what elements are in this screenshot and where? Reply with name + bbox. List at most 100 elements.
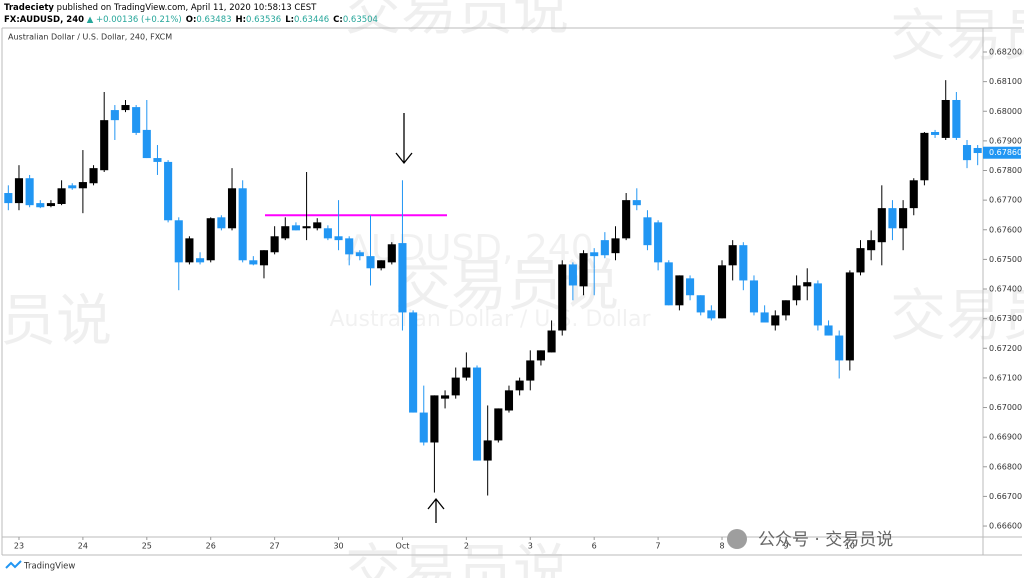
candle	[377, 260, 386, 271]
candle	[590, 248, 599, 296]
candle-body	[920, 132, 929, 181]
candle-body	[281, 226, 290, 239]
candle	[845, 270, 854, 371]
candle-body	[430, 395, 439, 443]
x-tick-label: 25	[142, 542, 152, 551]
candle-body	[153, 158, 162, 162]
y-tick-label: 0.67100	[989, 373, 1022, 382]
candle-body	[558, 264, 567, 331]
candle-body	[270, 236, 279, 253]
candle-body	[888, 208, 897, 229]
y-tick-label: 0.67500	[989, 255, 1022, 264]
x-tick-label: Oct	[396, 542, 410, 551]
candle	[227, 168, 237, 231]
candle-body	[760, 312, 769, 323]
symbol: FX:AUDUSD, 240	[4, 15, 84, 25]
change: ▲ +0.00136 (+0.21%)	[87, 15, 182, 25]
candle-body	[590, 252, 599, 257]
y-tick-label: 0.67200	[989, 344, 1022, 353]
y-tick-label: 0.67400	[989, 285, 1022, 294]
candle-body	[14, 178, 24, 204]
candle	[110, 105, 119, 140]
candle-body	[68, 185, 77, 189]
candle	[654, 220, 663, 271]
arrow-down	[395, 113, 413, 165]
last-price-label: 0.67860	[989, 148, 1022, 157]
candle-body	[57, 188, 66, 204]
brand: TradingView	[5, 560, 75, 572]
candle-body	[409, 312, 418, 413]
brand-name: TradingView	[23, 562, 75, 572]
candle-body	[132, 107, 141, 133]
candle-body	[249, 260, 258, 265]
y-tick-label: 0.66700	[989, 492, 1022, 501]
candle-body	[707, 310, 716, 319]
candle-body	[174, 220, 183, 263]
account: 公众号 · 交易员说	[758, 530, 893, 550]
x-tick-label: 23	[14, 542, 24, 551]
candle	[302, 171, 311, 241]
quote-value: 0.63483	[196, 15, 231, 25]
x-tick-label: 2	[464, 542, 469, 551]
candle-body	[654, 222, 663, 263]
candle-body	[472, 367, 482, 461]
candle	[419, 385, 428, 446]
published: published on TradingView.com, April 11, …	[57, 3, 317, 13]
candle	[600, 232, 609, 259]
y-tick-label: 0.67800	[989, 166, 1022, 175]
candle	[206, 217, 215, 263]
candle-body	[4, 193, 13, 204]
candle-body	[121, 105, 130, 111]
y-tick-label: 0.68000	[989, 107, 1022, 116]
candle-body	[515, 380, 524, 391]
candle-body	[313, 222, 322, 229]
x-tick-label: 6	[592, 542, 597, 551]
watermark: 交易员说	[345, 0, 569, 43]
candle	[483, 405, 492, 496]
candle-body	[835, 335, 844, 361]
candle-body	[696, 295, 705, 313]
candle	[568, 262, 577, 301]
candle	[526, 350, 535, 391]
quote-value: 0.63446	[294, 15, 329, 25]
candle-body	[845, 272, 854, 361]
candle	[579, 250, 588, 296]
candle	[707, 305, 716, 321]
candle-body	[259, 250, 269, 266]
watermark: 交易员说	[0, 289, 112, 354]
candle-body	[792, 285, 801, 301]
candle-body	[100, 120, 109, 171]
y-tick-label: 0.66600	[989, 522, 1022, 531]
publisher: Tradeciety	[4, 3, 54, 13]
y-tick-label: 0.68100	[989, 77, 1022, 86]
candle	[270, 226, 279, 255]
candle	[89, 165, 98, 186]
candle-body	[771, 315, 780, 326]
candle-body	[164, 161, 173, 221]
candle	[749, 275, 759, 316]
candle	[611, 226, 620, 261]
candle-body	[483, 440, 492, 461]
y-tick-label: 0.67600	[989, 225, 1022, 234]
candle-body	[494, 408, 503, 441]
candle	[291, 222, 300, 231]
candle	[622, 193, 631, 241]
candle	[813, 280, 822, 331]
candle	[792, 275, 801, 306]
candle	[494, 408, 503, 443]
candle-body	[909, 180, 918, 209]
candle-body	[856, 248, 865, 273]
candle	[238, 180, 247, 263]
candle-body	[185, 238, 194, 263]
quote-value: 0.63536	[246, 15, 281, 25]
candle	[441, 390, 450, 409]
candle	[824, 320, 833, 336]
candle-body	[941, 99, 950, 138]
candle-body	[377, 260, 386, 269]
candle-body	[867, 240, 876, 251]
candle-body	[813, 283, 822, 326]
watermark: 交易员说	[890, 284, 1024, 349]
candle-body	[110, 110, 119, 121]
